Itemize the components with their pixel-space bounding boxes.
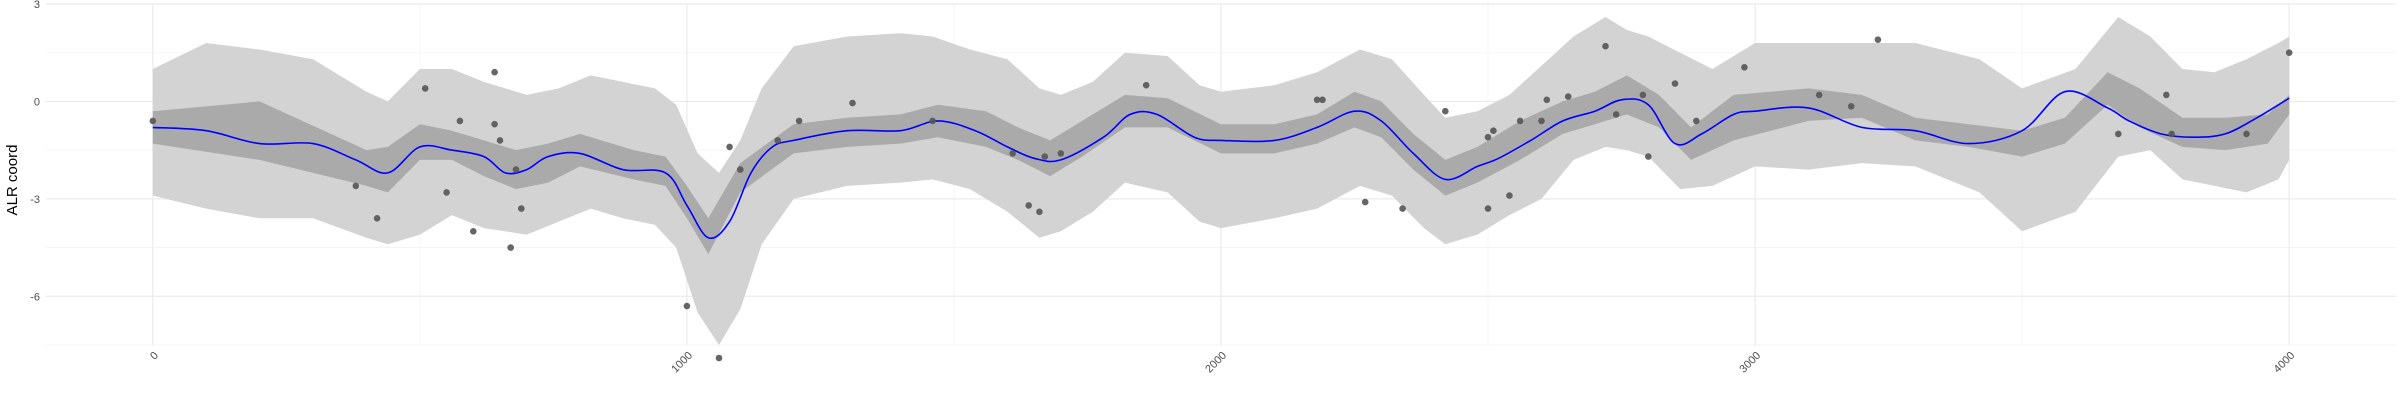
data-point [518,205,525,212]
trend-line [152,90,2290,240]
x-tick-label: 2000 [1203,350,1229,376]
data-point [470,228,477,235]
data-point [507,244,514,251]
data-point [1847,103,1855,110]
data-point [849,99,856,107]
x-tick-label: 1000 [669,350,695,376]
data-point [149,117,157,125]
x-tick-label: 3000 [1737,350,1763,376]
data-point [2243,130,2250,138]
data-point [1612,111,1620,118]
data-point [373,215,381,222]
data-point [1484,133,1492,141]
data-point [2163,91,2170,99]
data-points [149,36,2293,362]
data-point [496,137,504,144]
y-axis-title: ALR coord [4,145,21,216]
data-point [1399,205,1406,212]
data-point [683,302,691,310]
data-point [1009,150,1016,157]
x-tick-label: 4000 [2272,350,2298,376]
data-point [421,85,429,92]
data-point [1874,36,1882,43]
data-point [1484,205,1492,212]
data-point [1036,208,1043,216]
data-point [1741,64,1748,71]
data-point [1142,81,1150,89]
data-point [795,117,803,125]
data-point [1564,93,1572,100]
data-point [2168,130,2175,138]
data-point [352,182,360,190]
data-point [715,354,723,362]
inner-confidence-band [152,72,2290,255]
data-point [737,166,744,173]
x-axis-tick-labels: 0 1000 2000 3000 4000 [148,350,2297,376]
data-point [726,143,733,151]
data-point [1516,117,1524,125]
data-point [491,120,498,128]
data-point [443,189,450,196]
data-point [1490,127,1497,134]
data-point [1506,192,1513,199]
data-point [512,166,520,173]
x-tick-label: 0 [148,350,161,363]
data-point [1041,153,1049,160]
confidence-bands [152,17,2290,345]
data-point [1319,96,1326,104]
data-point [1693,117,1700,125]
trend-line-layer [152,90,2290,240]
data-point [456,117,464,125]
data-point [1639,91,1647,99]
data-point [1442,107,1449,115]
y-tick-label: 3 [34,0,40,11]
data-point [774,137,781,144]
data-point [1543,96,1551,104]
data-point [1538,117,1545,125]
data-point [491,68,498,76]
data-point [1057,150,1065,157]
data-point [1671,80,1679,87]
y-tick-label: -6 [30,291,40,303]
data-point [1645,153,1652,160]
data-point [1313,96,1321,104]
data-point [1602,42,1609,50]
y-tick-label: 0 [34,96,40,108]
y-tick-label: -3 [30,194,40,206]
data-point [2115,130,2122,138]
data-point [1815,91,1823,99]
data-point [929,117,936,125]
y-axis-tick-labels: -6 -3 0 3 [30,0,40,303]
data-point [2285,49,2293,56]
data-point [1361,198,1369,206]
data-point [1025,202,1032,209]
